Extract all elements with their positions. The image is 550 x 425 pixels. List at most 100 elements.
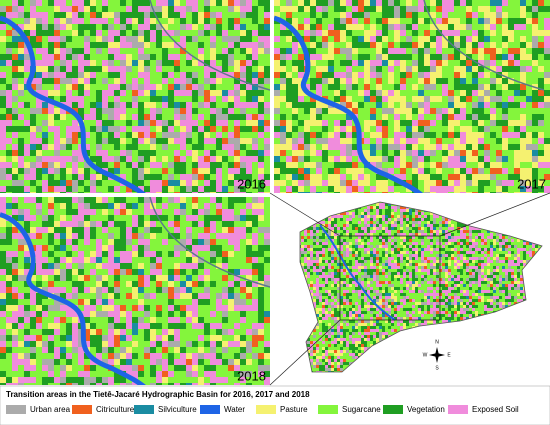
land-patch <box>246 209 252 215</box>
land-patch <box>373 209 376 212</box>
land-patch <box>484 186 490 193</box>
land-patch <box>174 66 180 72</box>
land-patch <box>508 180 514 186</box>
land-patch <box>364 215 367 218</box>
land-patch <box>415 212 418 215</box>
land-patch <box>382 144 388 150</box>
land-patch <box>442 90 448 96</box>
land-patch <box>66 180 72 186</box>
land-patch <box>222 138 228 144</box>
land-patch <box>18 371 24 377</box>
land-patch <box>280 186 286 193</box>
land-patch <box>30 168 36 174</box>
land-patch <box>448 36 454 42</box>
land-patch <box>240 245 246 251</box>
land-patch <box>60 60 66 66</box>
land-patch <box>30 144 36 150</box>
land-patch <box>258 203 264 209</box>
land-patch <box>108 84 114 90</box>
land-patch <box>72 377 78 385</box>
land-patch <box>544 168 550 174</box>
land-patch <box>403 215 406 218</box>
land-patch <box>361 215 364 218</box>
land-patch <box>66 48 72 54</box>
land-patch <box>385 203 388 206</box>
land-patch <box>394 12 400 18</box>
land-patch <box>310 108 316 114</box>
land-patch <box>466 108 472 114</box>
land-patch <box>370 24 376 30</box>
land-patch <box>18 281 24 287</box>
land-patch <box>454 162 460 168</box>
land-patch <box>150 192 156 193</box>
land-patch <box>364 174 370 180</box>
land-patch <box>298 168 304 174</box>
land-patch <box>192 197 198 203</box>
land-patch <box>186 192 192 193</box>
land-patch <box>162 383 168 385</box>
land-patch <box>514 150 520 156</box>
land-patch <box>526 126 532 132</box>
land-patch <box>448 12 454 18</box>
land-patch <box>174 60 180 66</box>
land-patch <box>490 24 496 30</box>
land-patch <box>30 197 36 203</box>
land-patch <box>180 18 186 24</box>
land-patch <box>138 203 144 209</box>
land-patch <box>102 377 108 383</box>
land-patch <box>192 299 198 305</box>
land-patch <box>216 108 222 114</box>
land-patch <box>108 371 114 377</box>
land-patch <box>234 180 240 186</box>
land-patch <box>310 84 316 90</box>
land-patch <box>532 120 538 126</box>
land-patch <box>328 90 334 96</box>
land-patch <box>84 257 90 263</box>
land-patch <box>186 317 192 323</box>
land-patch <box>264 72 270 78</box>
land-patch <box>418 6 424 12</box>
land-patch <box>126 168 132 174</box>
land-patch <box>132 192 138 193</box>
land-patch <box>174 317 180 323</box>
land-patch <box>385 212 388 215</box>
land-patch <box>490 12 496 18</box>
land-patch <box>526 108 532 114</box>
land-patch <box>448 186 454 192</box>
land-patch <box>544 78 550 84</box>
land-patch <box>192 162 198 168</box>
river <box>274 15 424 193</box>
land-patch <box>252 209 258 215</box>
land-patch <box>120 24 126 30</box>
land-patch <box>96 305 102 311</box>
land-patch <box>102 24 108 30</box>
land-patch <box>42 90 48 96</box>
land-patch <box>490 6 496 12</box>
land-patch <box>216 120 222 126</box>
land-patch <box>406 78 412 84</box>
land-patch <box>114 156 120 162</box>
land-patch <box>72 215 78 221</box>
land-patch <box>216 221 222 227</box>
land-patch <box>66 30 72 36</box>
land-patch <box>198 36 204 42</box>
land-patch <box>138 377 144 383</box>
land-patch <box>364 78 370 84</box>
land-patch <box>346 138 352 144</box>
land-patch <box>544 102 550 108</box>
land-patch <box>192 168 198 174</box>
land-patch <box>394 168 400 174</box>
land-patch <box>90 114 96 120</box>
land-patch <box>120 359 126 365</box>
land-patch <box>246 12 252 18</box>
land-patch <box>222 275 228 281</box>
land-patch <box>358 186 364 192</box>
land-patch <box>436 24 442 30</box>
land-patch <box>258 263 264 269</box>
land-patch <box>472 126 478 132</box>
land-patch <box>292 48 298 54</box>
land-patch <box>264 66 270 72</box>
land-patch <box>156 311 162 317</box>
land-patch <box>222 102 228 108</box>
land-patch <box>352 90 358 96</box>
